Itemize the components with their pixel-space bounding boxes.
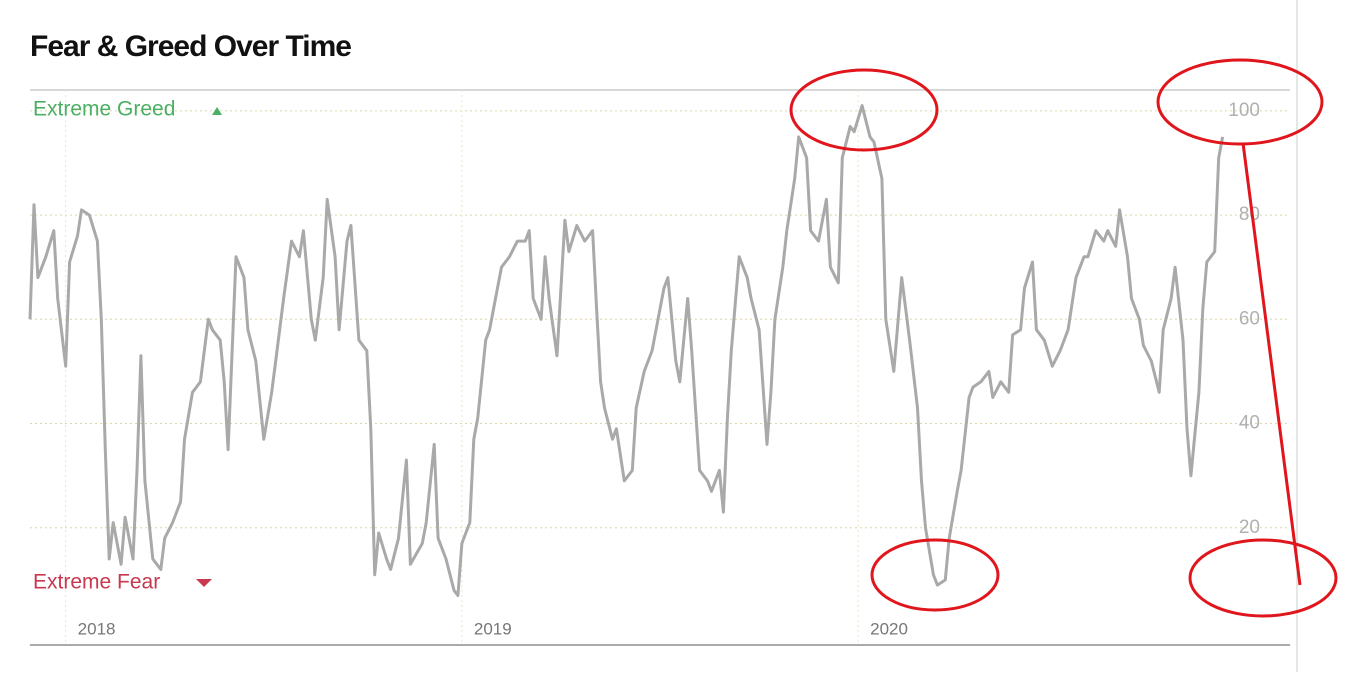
y-tick-label: 60 bbox=[1239, 308, 1260, 329]
circle bbox=[1188, 538, 1338, 618]
circle bbox=[870, 538, 1000, 612]
circle bbox=[789, 68, 939, 152]
up-arrow bbox=[212, 107, 222, 115]
y-tick-label: 80 bbox=[1239, 204, 1260, 225]
circle bbox=[1156, 58, 1324, 146]
annotations bbox=[789, 58, 1338, 618]
x-tick-label: 2018 bbox=[78, 619, 116, 638]
x-tick-label: 2019 bbox=[474, 619, 512, 638]
greed-label: Extreme Greed bbox=[33, 98, 175, 121]
arrow-line bbox=[1241, 142, 1302, 586]
y-tick-label: 20 bbox=[1239, 517, 1260, 538]
y-tick-label: 40 bbox=[1239, 413, 1260, 434]
line bbox=[28, 104, 1225, 597]
plot: 20 40 60 80 100 2018 2019 2020 bbox=[28, 90, 1290, 645]
y-tick-label: 100 bbox=[1228, 100, 1260, 121]
chart-title: Fear & Greed Over Time bbox=[30, 30, 351, 63]
fear-label: Extreme Fear bbox=[33, 571, 160, 594]
down-arrow bbox=[196, 579, 212, 587]
x-tick-label: 2020 bbox=[870, 619, 908, 638]
